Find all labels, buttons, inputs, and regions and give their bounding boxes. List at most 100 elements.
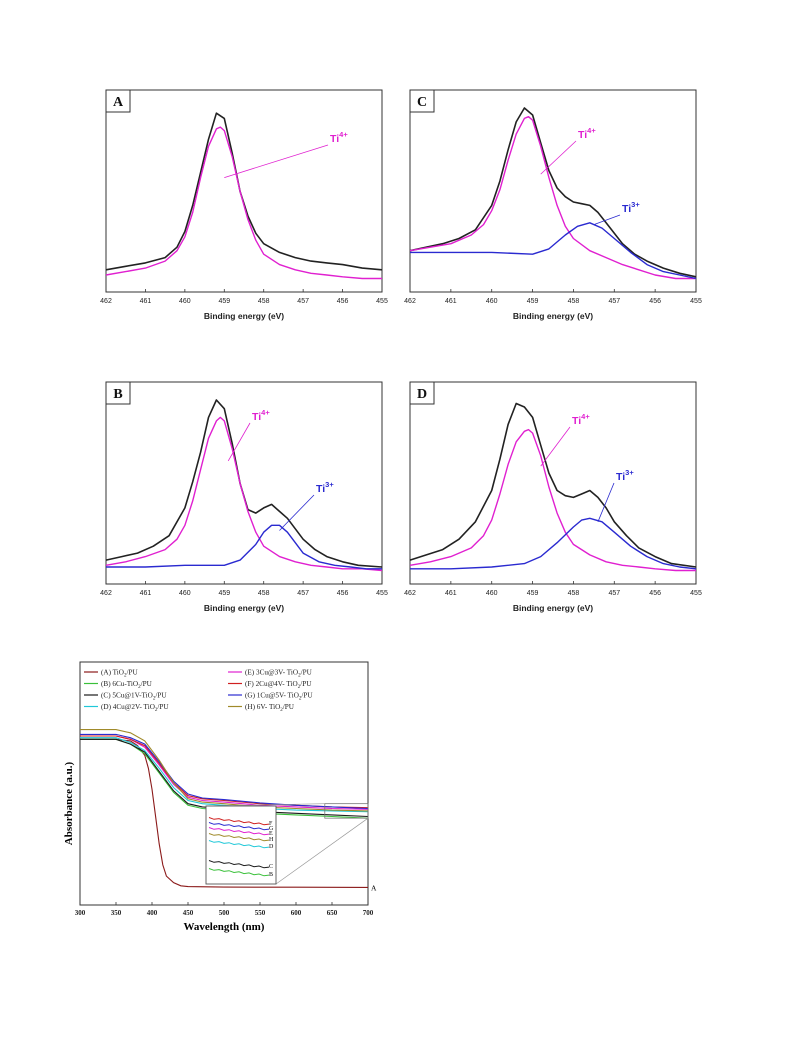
ti4-peak-label: Ti4+ (578, 126, 596, 141)
y-axis-label: Absorbance (a.u.) (63, 761, 75, 845)
ti4-peak-label-base: Ti (572, 415, 581, 427)
x-tick-label: 458 (258, 298, 270, 305)
x-tick-label: 459 (527, 298, 539, 305)
ti4-peak-label-superscript: 4+ (261, 408, 270, 417)
panel-d-xps-chart: 462 461 460 459 458 457 456 455 Binding energy (… (404, 381, 702, 613)
inset-series-label: D (269, 844, 274, 850)
experimental-curve (105, 112, 383, 271)
inset-series-label: E (269, 831, 273, 837)
ti4-fit-curve (409, 116, 696, 280)
x-tick-label: 455 (376, 590, 388, 597)
ti4-peak-label-superscript: 4+ (581, 412, 590, 421)
x-axis-label: Binding energy (eV) (513, 603, 593, 613)
inset-series-line (208, 840, 270, 849)
x-tick-label: 459 (218, 298, 230, 305)
legend-label: (G) 1Cu@5V- TiO2/PU (245, 692, 313, 702)
legend-label-tail: /PU (283, 703, 295, 711)
legend-label-subscript: 2 (124, 674, 127, 679)
x-tick-label: 350 (111, 909, 122, 917)
ti3-peak-label: Ti3+ (616, 468, 634, 483)
x-tick-label: 460 (486, 298, 498, 305)
x-tick-label: 456 (337, 590, 349, 597)
x-tick-label: 600 (291, 909, 302, 917)
ti4-fit-curve (409, 428, 696, 572)
legend-label: (E) 3Cu@3V- TiO2/PU (245, 669, 313, 679)
legend-label-tail: /PU (301, 692, 313, 700)
ti4-peak-label: Ti4+ (572, 412, 590, 427)
x-tick-label: 462 (100, 298, 112, 305)
x-tick-label: 459 (527, 590, 539, 597)
panel-letter: B (113, 387, 122, 402)
inset-series-line (208, 822, 270, 831)
panel-letter-box (409, 89, 435, 113)
legend-label-main: (A) TiO (101, 669, 124, 677)
ti3-peak-label-superscript: 3+ (631, 200, 640, 209)
ti4-peak-label: Ti4+ (252, 408, 270, 423)
peak-leader-line (597, 482, 615, 522)
x-axis-label: Wavelength (nm) (184, 921, 265, 933)
peak-leader-line (593, 214, 621, 225)
legend-label-subscript: 2 (298, 674, 301, 679)
legend-label: (D) 4Cu@2V- TiO2/PU (101, 703, 169, 713)
ti4-peak-label-base: Ti (330, 133, 339, 145)
zoom-region-box (324, 803, 369, 819)
inset-series-label: B (269, 872, 273, 878)
legend-label-tail: /PU (157, 703, 169, 711)
x-tick-label: 461 (445, 298, 457, 305)
ti3-peak-label-base: Ti (616, 471, 625, 483)
legend-label-subscript: 2 (299, 697, 302, 702)
legend-label-main: (E) 3Cu@3V- TiO (245, 669, 298, 677)
ti3-peak-label: Ti3+ (316, 480, 334, 495)
x-tick-label: 460 (486, 590, 498, 597)
x-tick-label: 462 (404, 590, 416, 597)
peak-leader-line (224, 144, 329, 178)
ti3-fit-curve (410, 517, 697, 570)
series-line-g (80, 733, 369, 810)
panel-letter: C (417, 95, 427, 110)
x-tick-label: 461 (445, 590, 457, 597)
panel-b-xps-chart: 462 461 460 459 458 457 456 455 Binding energy (… (100, 381, 388, 613)
legend-label-subscript: 2 (153, 697, 156, 702)
x-tick-label: 458 (258, 590, 270, 597)
ti3-peak-label-base: Ti (316, 483, 325, 495)
ti4-fit-curve (105, 416, 383, 572)
ti4-peak-label: Ti4+ (330, 130, 348, 145)
x-tick-label: 457 (608, 590, 620, 597)
x-tick-label: 460 (179, 590, 191, 597)
legend-label: (A) TiO2/PU (101, 669, 138, 679)
x-tick-label: 450 (183, 909, 194, 917)
x-tick-label: 457 (297, 298, 309, 305)
x-tick-label: 458 (568, 590, 580, 597)
x-tick-label: 456 (649, 590, 661, 597)
peak-leader-line (540, 426, 571, 467)
ti3-fit-curve (410, 222, 697, 280)
legend-label: (F) 2Cu@4V- TiO2/PU (245, 680, 312, 690)
inset-series-label: F (269, 821, 273, 827)
inset-series-line (208, 833, 270, 842)
ti4-peak-label-base: Ti (252, 411, 261, 423)
legend-label: (H) 6V- TiO2/PU (245, 703, 295, 713)
legend-label-tail: /PU (155, 692, 167, 700)
panel-letter: A (113, 95, 124, 110)
series-line-a (80, 738, 369, 888)
zoom-connector-line (275, 817, 369, 885)
panel-c-xps-chart: 462 461 460 459 458 457 456 455 Binding energy (… (404, 89, 702, 321)
x-axis-label: Binding energy (eV) (204, 311, 284, 321)
x-tick-label: 650 (327, 909, 338, 917)
series-line-h (80, 729, 369, 812)
panel-letter-box (105, 89, 131, 113)
x-tick-label: 458 (568, 298, 580, 305)
x-axis-label: Binding energy (eV) (513, 311, 593, 321)
legend-label-main: (B) 6Cu-TiO (101, 680, 138, 688)
x-tick-label: 300 (75, 909, 86, 917)
peak-leader-line (227, 422, 251, 462)
legend-label-tail: /PU (126, 669, 138, 677)
experimental-curve (409, 107, 697, 278)
panel-a-xps-chart: 462 461 460 459 458 457 456 455 Binding energy (… (100, 89, 388, 321)
legend-label-subscript: 2 (280, 708, 283, 713)
uv-vis-chart: 300 350 400 450 500 550 600 650 700 Wavelength (n… (63, 661, 377, 933)
inset-series-line (208, 817, 270, 826)
ti4-peak-label-superscript: 4+ (339, 130, 348, 139)
x-tick-label: 461 (140, 298, 152, 305)
